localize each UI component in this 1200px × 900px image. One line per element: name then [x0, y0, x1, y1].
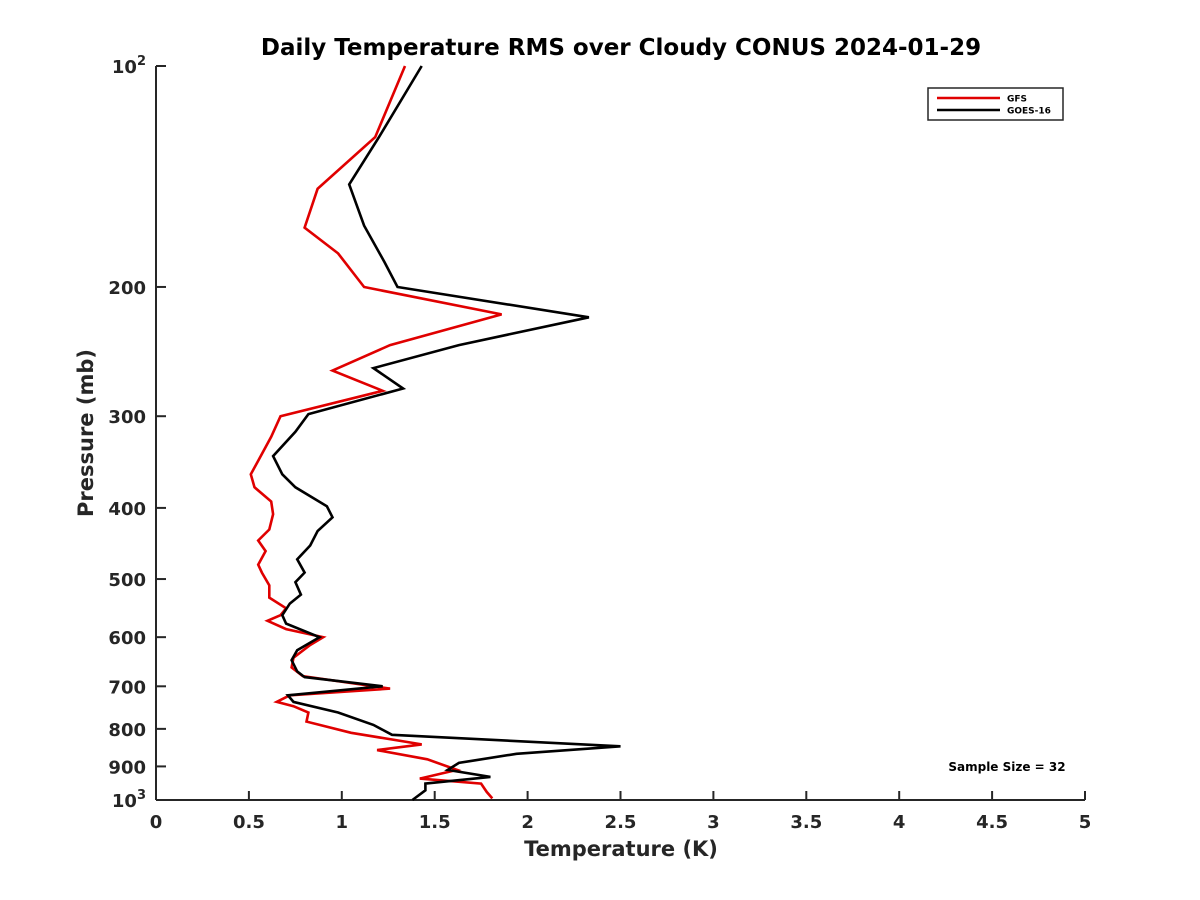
x-tick-label: 4 — [893, 812, 906, 833]
x-tick-label: 3.5 — [790, 812, 822, 833]
y-tick-label: 900 — [108, 757, 146, 778]
axes: 0 0.5 1 1.5 2 2.5 3 3.5 4 4.5 5 102 200 300 400 500 600 7… — [108, 54, 1091, 833]
series-line-gfs — [249, 65, 502, 800]
y-tick-label: 102 — [112, 54, 146, 78]
x-axis-label: Temperature (K) — [524, 837, 718, 861]
y-tick-label: 300 — [108, 407, 146, 428]
y-tick-label: 200 — [108, 278, 146, 299]
x-tick-label: 0.5 — [233, 812, 265, 833]
sample-size-annotation: Sample Size = 32 — [948, 760, 1065, 774]
y-tick-label: 500 — [108, 570, 146, 591]
x-tick-label: 0 — [150, 812, 163, 833]
series-lines — [249, 65, 621, 802]
series-line-goes-16 — [271, 65, 621, 802]
legend-entry-label: GOES-16 — [1007, 107, 1051, 117]
x-tick-label: 4.5 — [976, 812, 1008, 833]
y-tick-label: 400 — [108, 499, 146, 520]
y-tick-label: 600 — [108, 628, 146, 649]
y-axis-label: Pressure (mb) — [74, 349, 98, 517]
x-tick-label: 3 — [707, 812, 720, 833]
x-tick-label: 2.5 — [605, 812, 637, 833]
y-tick-label: 103 — [112, 788, 146, 812]
x-tick-label: 1.5 — [419, 812, 451, 833]
y-tick-label: 700 — [108, 677, 146, 698]
legend-box — [927, 87, 1064, 121]
x-tick-label: 1 — [336, 812, 349, 833]
legend-entry-label: GFS — [1007, 95, 1027, 105]
chart-title: Daily Temperature RMS over Cloudy CONUS … — [261, 35, 981, 61]
legend: GFS GOES-16 — [927, 87, 1064, 121]
x-tick-label: 2 — [521, 812, 534, 833]
x-tick-label: 5 — [1079, 812, 1092, 833]
y-tick-label: 800 — [108, 720, 146, 741]
